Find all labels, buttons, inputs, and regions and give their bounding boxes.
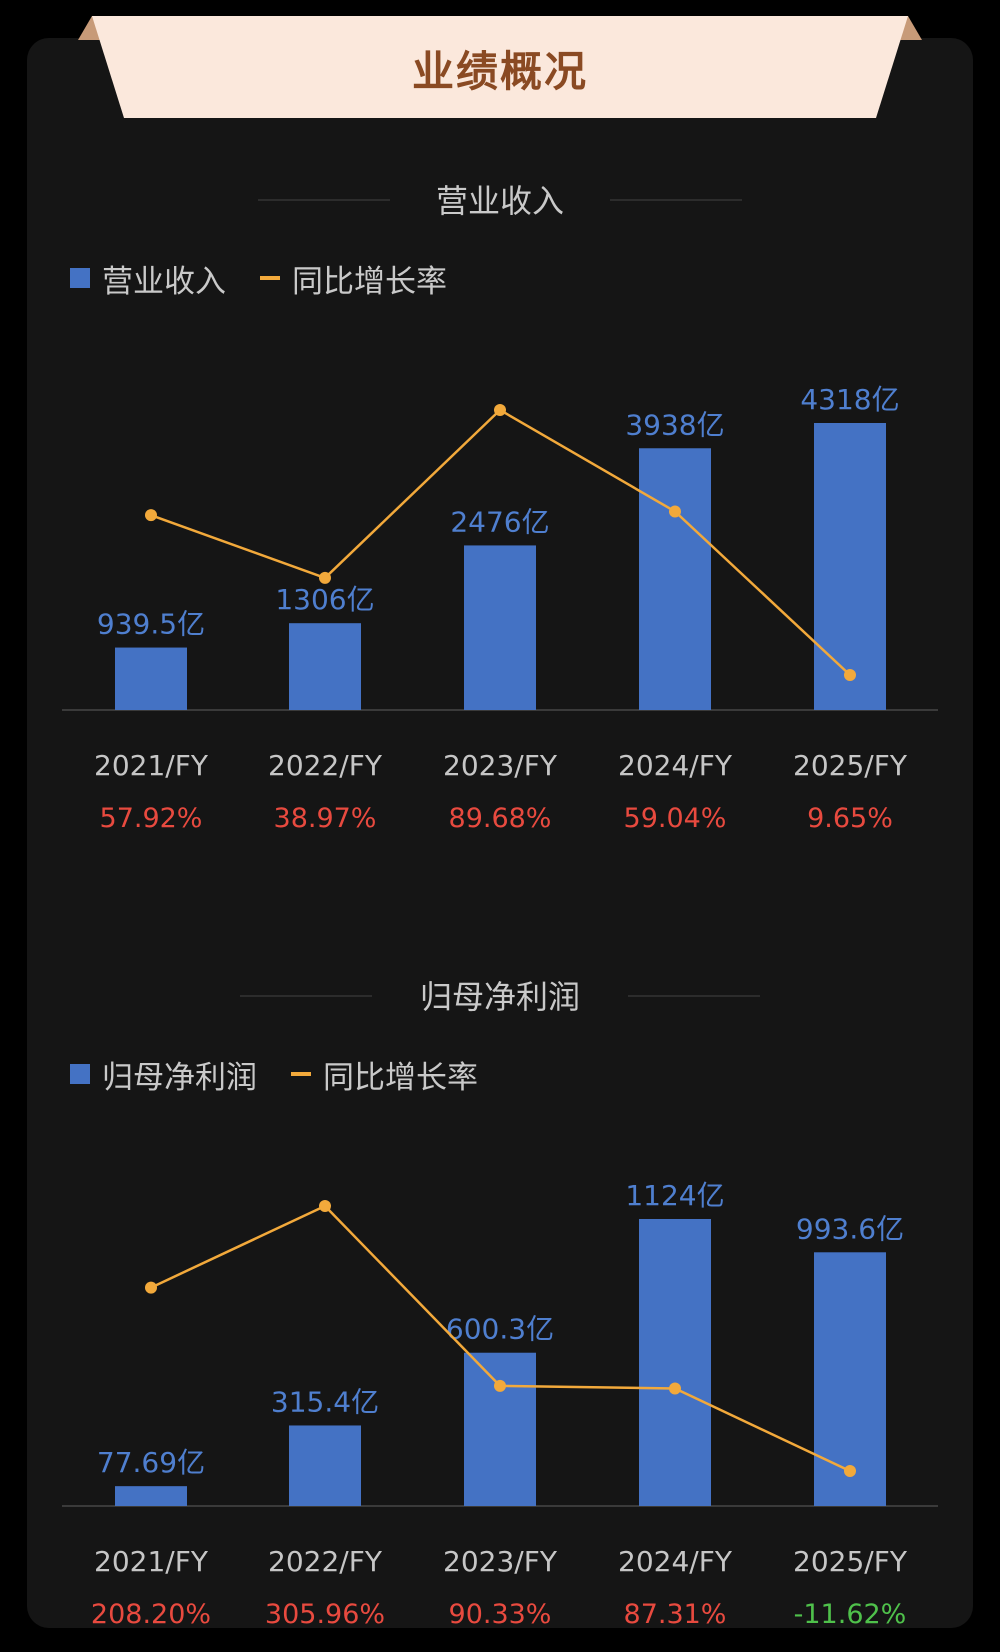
legend-item-line: 同比增长率: [291, 1052, 478, 1097]
legend-bar-swatch: [70, 268, 90, 288]
growth-rate-point: [145, 1281, 157, 1294]
legend-line-swatch: [291, 1072, 311, 1076]
bar-value-label: 600.3亿: [446, 1313, 554, 1346]
x-tick-label: 2024/FY: [618, 1545, 733, 1578]
growth-rate-label: 208.20%: [91, 1599, 211, 1630]
page-title: 业绩概况: [411, 47, 588, 96]
section-title-rule-left: [258, 199, 390, 201]
revenue-section-title: 营业收入: [435, 182, 564, 220]
legend-line-label: 同比增长率: [323, 1059, 478, 1096]
bar-value-label: 1306亿: [275, 583, 374, 616]
growth-rate-point: [844, 1465, 856, 1477]
legend-line-swatch: [260, 276, 280, 280]
bar-value-label: 2476亿: [450, 505, 549, 538]
legend-bar-label: 营业收入: [102, 263, 226, 300]
x-tick-label: 2024/FY: [618, 749, 733, 782]
x-tick-label: 2022/FY: [268, 1545, 383, 1578]
x-tick-label: 2025/FY: [793, 1545, 908, 1578]
section-title-rule-right: [610, 199, 742, 201]
growth-rate-label: 9.65%: [807, 803, 893, 834]
x-tick-label: 2022/FY: [268, 749, 383, 782]
section-title-rule-left: [240, 995, 372, 997]
revenue-chart: 939.5亿 1306亿 2476亿 3938亿 4318亿 2021/FY 2022/FY…: [62, 383, 938, 834]
growth-rate-point: [669, 1382, 681, 1395]
legend-bar-swatch: [70, 1064, 90, 1084]
growth-rate-label: 305.96%: [265, 1599, 385, 1630]
bar: [115, 647, 187, 710]
net-profit-section-title: 归母净利润: [419, 978, 580, 1016]
growth-rate-label: 38.97%: [274, 803, 377, 834]
x-tick-label: 2021/FY: [94, 749, 209, 782]
bar-value-label: 4318亿: [800, 383, 899, 416]
x-tick-label: 2021/FY: [94, 1545, 209, 1578]
growth-rate-label: 59.04%: [624, 803, 727, 834]
bar: [639, 448, 711, 710]
title-banner: [78, 16, 922, 118]
x-tick-label: 2023/FY: [443, 1545, 558, 1578]
bar: [464, 545, 536, 710]
bar: [289, 1425, 361, 1506]
bar: [814, 423, 886, 710]
growth-rate-point: [319, 1200, 331, 1212]
legend-item-line: 同比增长率: [260, 256, 447, 301]
growth-rate-label: 57.92%: [100, 803, 203, 834]
growth-rate-point: [844, 669, 856, 681]
bar: [639, 1219, 711, 1506]
growth-rate-label: 90.33%: [449, 1599, 552, 1630]
bar-value-label: 993.6亿: [796, 1212, 904, 1245]
bar: [464, 1352, 536, 1506]
legend-item-bar: 归母净利润: [70, 1052, 257, 1097]
growth-rate-label: 87.31%: [624, 1599, 727, 1630]
legend-item-bar: 营业收入: [70, 256, 226, 301]
growth-rate-point: [494, 1379, 506, 1392]
revenue-legend: 营业收入 同比增长率: [70, 256, 481, 301]
net-profit-chart: 77.69亿 315.4亿 600.3亿 1124亿 993.6亿 2021/FY 2022…: [62, 1179, 938, 1630]
bar-value-label: 77.69亿: [97, 1446, 205, 1479]
bar: [115, 1486, 187, 1506]
growth-rate-point: [145, 509, 157, 522]
bar-value-label: 939.5亿: [97, 608, 205, 641]
growth-rate-point: [669, 505, 681, 518]
x-tick-label: 2023/FY: [443, 749, 558, 782]
growth-rate-point: [494, 404, 506, 416]
growth-rate-point: [319, 571, 331, 584]
legend-line-label: 同比增长率: [292, 263, 447, 300]
x-tick-label: 2025/FY: [793, 749, 908, 782]
legend-bar-label: 归母净利润: [102, 1059, 257, 1096]
growth-rate-label: 89.68%: [449, 803, 552, 834]
section-title-rule-right: [628, 995, 760, 997]
growth-rate-label: -11.62%: [794, 1599, 907, 1630]
bar-value-label: 3938亿: [625, 408, 724, 441]
bar: [814, 1252, 886, 1506]
bar: [289, 623, 361, 710]
bar-value-label: 315.4亿: [271, 1385, 379, 1418]
net-profit-legend: 归母净利润 同比增长率: [70, 1052, 512, 1097]
bar-value-label: 1124亿: [625, 1179, 724, 1212]
